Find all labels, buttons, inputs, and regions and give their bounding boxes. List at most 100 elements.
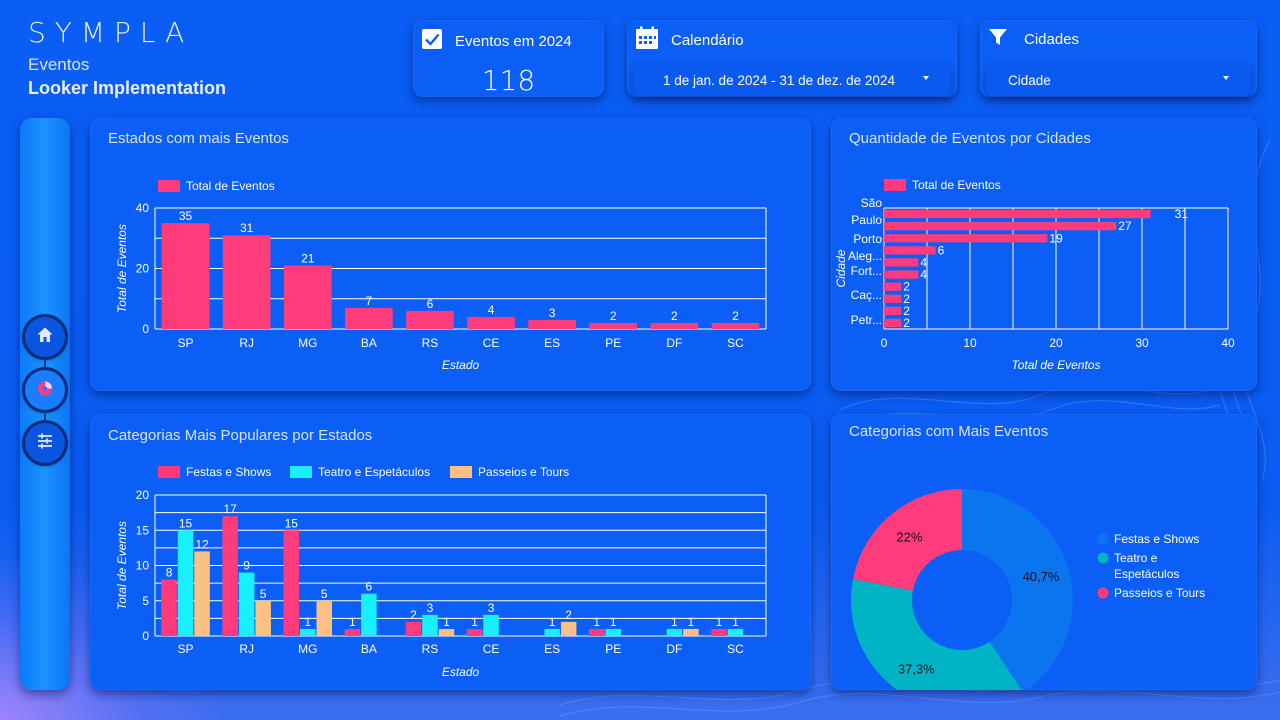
x-tick-label: SP — [178, 642, 194, 656]
filter-icon — [988, 26, 1010, 52]
data-label: 2 — [671, 309, 678, 323]
y-tick-label: Caç... — [851, 288, 882, 302]
data-label: 4 — [488, 303, 495, 317]
donut-slice — [962, 489, 1073, 690]
legend-label: Espetáculos — [1114, 567, 1179, 581]
bar — [300, 628, 316, 636]
bar — [528, 319, 576, 329]
data-label: 7 — [366, 294, 373, 308]
bar — [361, 593, 377, 636]
data-label: 9 — [243, 559, 250, 573]
legend-swatch — [290, 466, 312, 478]
bar — [161, 223, 210, 329]
legend-label: Festas e Shows — [186, 465, 271, 479]
bar — [884, 234, 1048, 243]
data-label: 1 — [610, 615, 617, 629]
bar — [222, 516, 238, 636]
brand-title: Looker Implementation — [28, 78, 227, 98]
x-tick-label: 20 — [1049, 336, 1063, 350]
x-tick-label: DF — [666, 642, 682, 656]
data-label: 2 — [732, 309, 739, 323]
nav-connector — [44, 358, 46, 372]
data-label: 1 — [688, 615, 695, 629]
data-label: 17 — [223, 502, 237, 516]
data-label: 19 — [1049, 231, 1063, 245]
data-label: 2 — [565, 608, 572, 622]
bar — [467, 316, 515, 329]
legend-swatch — [1097, 587, 1109, 599]
x-tick-label: DF — [666, 336, 682, 350]
data-label: 1 — [593, 615, 600, 629]
city-filter-control: Cidades Cidade — [980, 20, 1257, 97]
nav-home-button[interactable] — [25, 317, 65, 357]
x-tick-label: SP — [178, 336, 194, 350]
data-label: 2 — [903, 280, 910, 294]
calendar-label: Calendário — [671, 31, 744, 49]
slice-label: 40,7% — [1023, 569, 1060, 584]
date-range-control: Calendário 1 de jan. de 2024 - 31 de dez… — [627, 20, 957, 97]
date-range-dropdown[interactable]: 1 de jan. de 2024 - 31 de dez. de 2024 — [633, 64, 951, 96]
city-dropdown[interactable]: Cidade — [986, 64, 1251, 96]
data-label: 27 — [1118, 219, 1132, 233]
chevron-down-icon — [923, 76, 929, 80]
bar — [255, 600, 271, 636]
data-label: 15 — [285, 516, 299, 530]
x-tick-label: MG — [298, 336, 317, 350]
data-label: 5 — [321, 587, 328, 601]
calendar-icon — [635, 26, 659, 54]
bar — [283, 265, 332, 329]
pie-chart-icon — [36, 379, 54, 402]
bar — [884, 246, 936, 255]
nav-charts-button[interactable] — [25, 370, 65, 410]
brand-logo: SYMPLA — [28, 16, 194, 49]
filter-sliders-icon — [36, 432, 54, 455]
x-tick-label: SC — [727, 336, 744, 350]
bar — [405, 621, 422, 636]
legend-label: Passeios e Tours — [1114, 586, 1205, 600]
bar — [666, 628, 683, 636]
bar — [466, 628, 483, 636]
sidebar-nav — [20, 118, 70, 690]
data-label: 2 — [410, 608, 417, 622]
categories-grouped-bar-chart: Festas e Shows Teatro e Espetáculos Passei… — [115, 465, 767, 679]
nav-filters-button[interactable] — [25, 423, 65, 463]
bar — [283, 530, 299, 636]
data-label: 1 — [349, 615, 356, 629]
legend-swatch — [158, 180, 180, 192]
x-tick-label: RJ — [239, 642, 254, 656]
x-tick-label: ES — [544, 336, 560, 350]
donut-slice — [851, 579, 1022, 690]
legend-label: Passeios e Tours — [478, 465, 569, 479]
legend-label: Total de Eventos — [186, 179, 275, 193]
data-label: 8 — [166, 566, 173, 580]
bar — [884, 270, 919, 279]
bar — [884, 318, 902, 328]
y-tick-label: Fort... — [851, 264, 882, 278]
data-label: 31 — [240, 221, 254, 235]
legend-label: Festas e Shows — [1114, 532, 1199, 546]
bar — [560, 621, 577, 636]
chevron-down-icon — [1223, 76, 1229, 80]
data-label: 1 — [671, 615, 678, 629]
legend-swatch — [884, 179, 906, 191]
bar — [727, 628, 744, 636]
y-tick-label: 0 — [142, 322, 149, 336]
bar — [483, 614, 499, 636]
data-label: 2 — [903, 292, 910, 306]
data-label: 3 — [549, 306, 556, 320]
y-tick-label: São — [861, 196, 883, 210]
data-label: 1 — [732, 615, 739, 629]
data-label: 6 — [938, 243, 945, 257]
bar — [605, 628, 621, 636]
brand-block: SYMPLA Eventos Looker Implementation — [28, 16, 226, 99]
bar — [884, 222, 1117, 231]
bar — [222, 235, 271, 329]
cities-events-panel: Quantidade de Eventos por Cidades — [831, 118, 1257, 391]
checkbox-icon — [421, 28, 443, 54]
x-axis-title: Estado — [442, 358, 480, 372]
legend-swatch — [1097, 552, 1109, 564]
y-tick-label: 10 — [136, 559, 150, 573]
x-tick-label: RS — [422, 336, 439, 350]
data-label: 2 — [903, 304, 910, 318]
